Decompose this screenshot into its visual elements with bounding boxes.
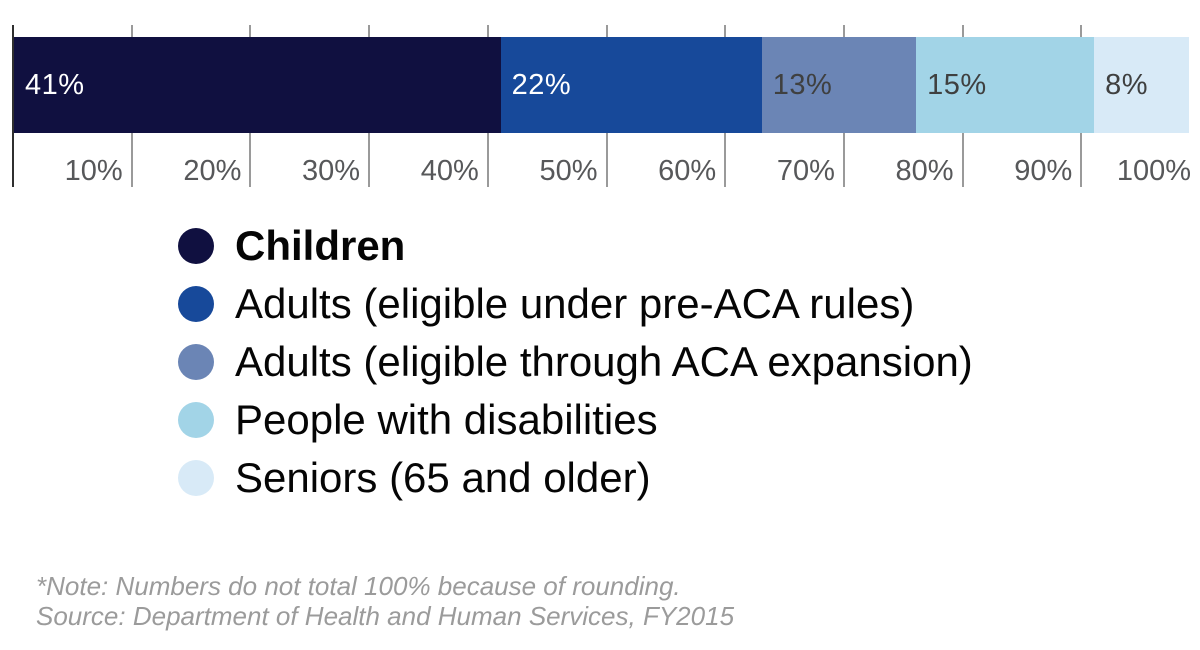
x-tick-label-60: 60%	[658, 155, 717, 187]
legend-swatch-icon	[178, 460, 214, 496]
legend-label: People with disabilities	[235, 396, 658, 443]
x-tick-label-90: 90%	[1014, 155, 1073, 187]
x-tick-label-70: 70%	[776, 155, 835, 187]
legend-item-4: Seniors (65 and older)	[178, 449, 973, 507]
x-tick-label-50: 50%	[539, 155, 598, 187]
stacked-bar-chart: 10% 20% 30% 40% 50% 60% 70% 80% 90% 100% 41% 22% 13%…	[0, 0, 1200, 200]
bar-segment-value-label: 15%	[927, 68, 987, 101]
legend-item-3: People with disabilities	[178, 391, 973, 449]
source-line: Source: Department of Health and Human S…	[36, 601, 735, 631]
legend-swatch-icon	[178, 402, 214, 438]
bar-segment-value-label: 22%	[511, 68, 572, 101]
x-tick-label-20: 20%	[183, 155, 242, 187]
bar-segment-adults-eligible-under-pre-aca-rules: 22%	[500, 37, 762, 133]
legend-swatch-icon	[178, 228, 214, 264]
legend-label: Adults (eligible through ACA expansion)	[235, 338, 973, 385]
bar-segment-people-with-disabilities: 15%	[916, 37, 1095, 133]
x-tick-label-80: 80%	[895, 155, 954, 187]
bar-segment-adults-eligible-through-aca-expansion: 13%	[761, 37, 917, 133]
legend-label: Seniors (65 and older)	[235, 454, 651, 501]
legend-item-0: Children	[178, 217, 973, 275]
bar-segment-seniors-65-and-older: 8%	[1094, 37, 1190, 133]
legend-swatch-icon	[178, 286, 214, 322]
x-tick-label-100: 100%	[1116, 155, 1191, 187]
y-axis-line	[12, 25, 14, 187]
legend-swatch-icon	[178, 344, 214, 380]
bar-segment-value-label: 8%	[1105, 68, 1149, 101]
legend-item-1: Adults (eligible under pre-ACA rules)	[178, 275, 973, 333]
legend-item-2: Adults (eligible through ACA expansion)	[178, 333, 973, 391]
bar-segment-children: 41%	[14, 37, 501, 133]
legend-label: Children	[235, 222, 406, 269]
bar-segment-value-label: 13%	[772, 68, 833, 101]
x-tick-label-10: 10%	[64, 155, 123, 187]
chart-notes: *Note: Numbers do not total 100% because…	[36, 571, 734, 631]
note-line: *Note: Numbers do not total 100% because…	[36, 571, 681, 601]
legend-label: Adults (eligible under pre-ACA rules)	[235, 280, 915, 327]
x-tick-label-30: 30%	[302, 155, 361, 187]
bar-segment-value-label: 41%	[25, 68, 85, 101]
chart-legend: Children Adults (eligible under pre-ACA r…	[178, 217, 973, 507]
x-tick-label-40: 40%	[420, 155, 479, 187]
